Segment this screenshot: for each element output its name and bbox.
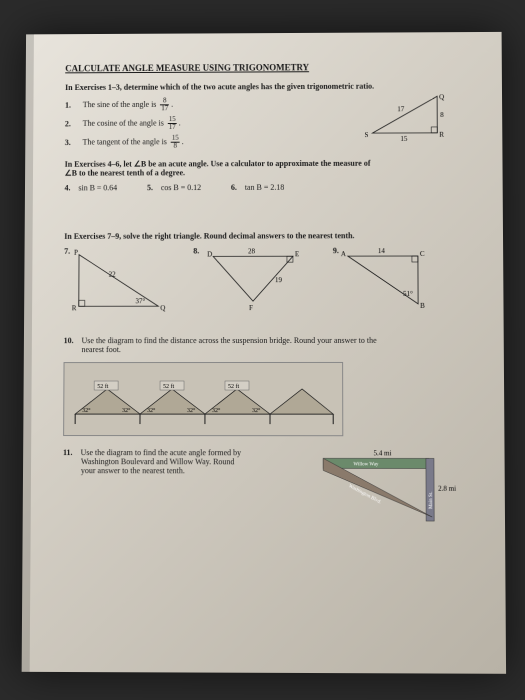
svg-text:51°: 51° xyxy=(403,290,413,298)
triangle-1-3: Q R S 8 17 15 xyxy=(362,91,452,141)
svg-text:52 ft: 52 ft xyxy=(97,383,108,390)
svg-text:28: 28 xyxy=(248,247,255,255)
bridge-diagram: 52 ft 52 ft 52 ft 32° 32° 32° 32° 32° 32… xyxy=(63,362,343,436)
vertex-R: R xyxy=(439,131,444,139)
section1-instruction: In Exercises 1–3, determine which of the… xyxy=(65,81,462,92)
worksheet-title: CALCULATE ANGLE MEASURE USING TRIGONOMET… xyxy=(65,62,462,74)
svg-text:52 ft: 52 ft xyxy=(163,383,174,390)
problem-9: 9. A C B 14 51° xyxy=(332,246,432,316)
svg-text:32°: 32° xyxy=(82,407,91,414)
svg-text:14: 14 xyxy=(377,247,385,255)
problem-6: 6. tan B = 2.18 xyxy=(230,183,283,192)
svg-text:R: R xyxy=(71,304,76,312)
problem-number: 2. xyxy=(64,119,76,128)
side-17: 17 xyxy=(397,105,405,113)
section2-instruction: In Exercises 4–6, let ∠B be an acute ang… xyxy=(64,159,462,178)
side-8: 8 xyxy=(440,111,444,119)
svg-text:37°: 37° xyxy=(135,297,145,305)
svg-text:2.8 mi: 2.8 mi xyxy=(438,485,456,493)
svg-text:32°: 32° xyxy=(251,407,260,414)
fraction: 8 17 xyxy=(160,97,169,112)
svg-text:B: B xyxy=(420,302,425,310)
svg-text:22: 22 xyxy=(108,270,116,278)
svg-text:52 ft: 52 ft xyxy=(227,383,238,390)
section3-instruction: In Exercises 7–9, solve the right triang… xyxy=(64,231,463,241)
svg-text:C: C xyxy=(419,250,424,258)
svg-text:19: 19 xyxy=(274,276,282,284)
svg-text:F: F xyxy=(249,304,253,312)
svg-text:Q: Q xyxy=(160,304,165,312)
fraction: 15 17 xyxy=(167,116,176,131)
svg-text:32°: 32° xyxy=(122,407,131,414)
problem-5: 5. cos B = 0.12 xyxy=(146,183,200,192)
vertex-S: S xyxy=(364,131,368,139)
street-diagram: Willow Way Main St. Washington Blvd. 5.4… xyxy=(313,448,464,529)
svg-text:E: E xyxy=(294,250,298,258)
problem-10: 10. Use the diagram to find the distance… xyxy=(63,336,464,436)
problem-11: 11. Use the diagram to find the acute an… xyxy=(62,448,464,529)
side-15: 15 xyxy=(400,135,408,141)
svg-text:32°: 32° xyxy=(146,407,155,414)
svg-text:32°: 32° xyxy=(186,407,195,414)
problem-4: 4. sin B = 0.64 xyxy=(64,183,117,192)
svg-text:D: D xyxy=(207,250,212,258)
triangles-7-9: 7. P Q R 22 37° 8. D E F 28 19 xyxy=(63,246,463,316)
svg-text:Main St.: Main St. xyxy=(429,492,434,509)
fraction: 15 8 xyxy=(170,135,179,150)
worksheet-page: CALCULATE ANGLE MEASURE USING TRIGONOMET… xyxy=(21,32,505,674)
problem-number: 3. xyxy=(64,138,76,147)
problem-8: 8. D E F 28 19 xyxy=(193,246,313,316)
vertex-Q: Q xyxy=(439,93,444,101)
svg-text:Willow Way: Willow Way xyxy=(353,462,379,467)
problem-7: 7. P Q R 22 37° xyxy=(63,247,173,317)
problem-number: 1. xyxy=(65,101,77,110)
svg-text:5.4 mi: 5.4 mi xyxy=(373,449,391,457)
svg-text:32°: 32° xyxy=(211,407,220,414)
page-shadow xyxy=(21,34,33,672)
